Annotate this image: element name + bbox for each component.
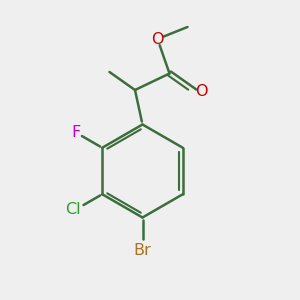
Text: O: O (151, 32, 164, 46)
Text: Br: Br (134, 243, 152, 258)
Text: O: O (195, 84, 208, 99)
Text: Cl: Cl (65, 202, 80, 217)
Text: F: F (72, 125, 81, 140)
